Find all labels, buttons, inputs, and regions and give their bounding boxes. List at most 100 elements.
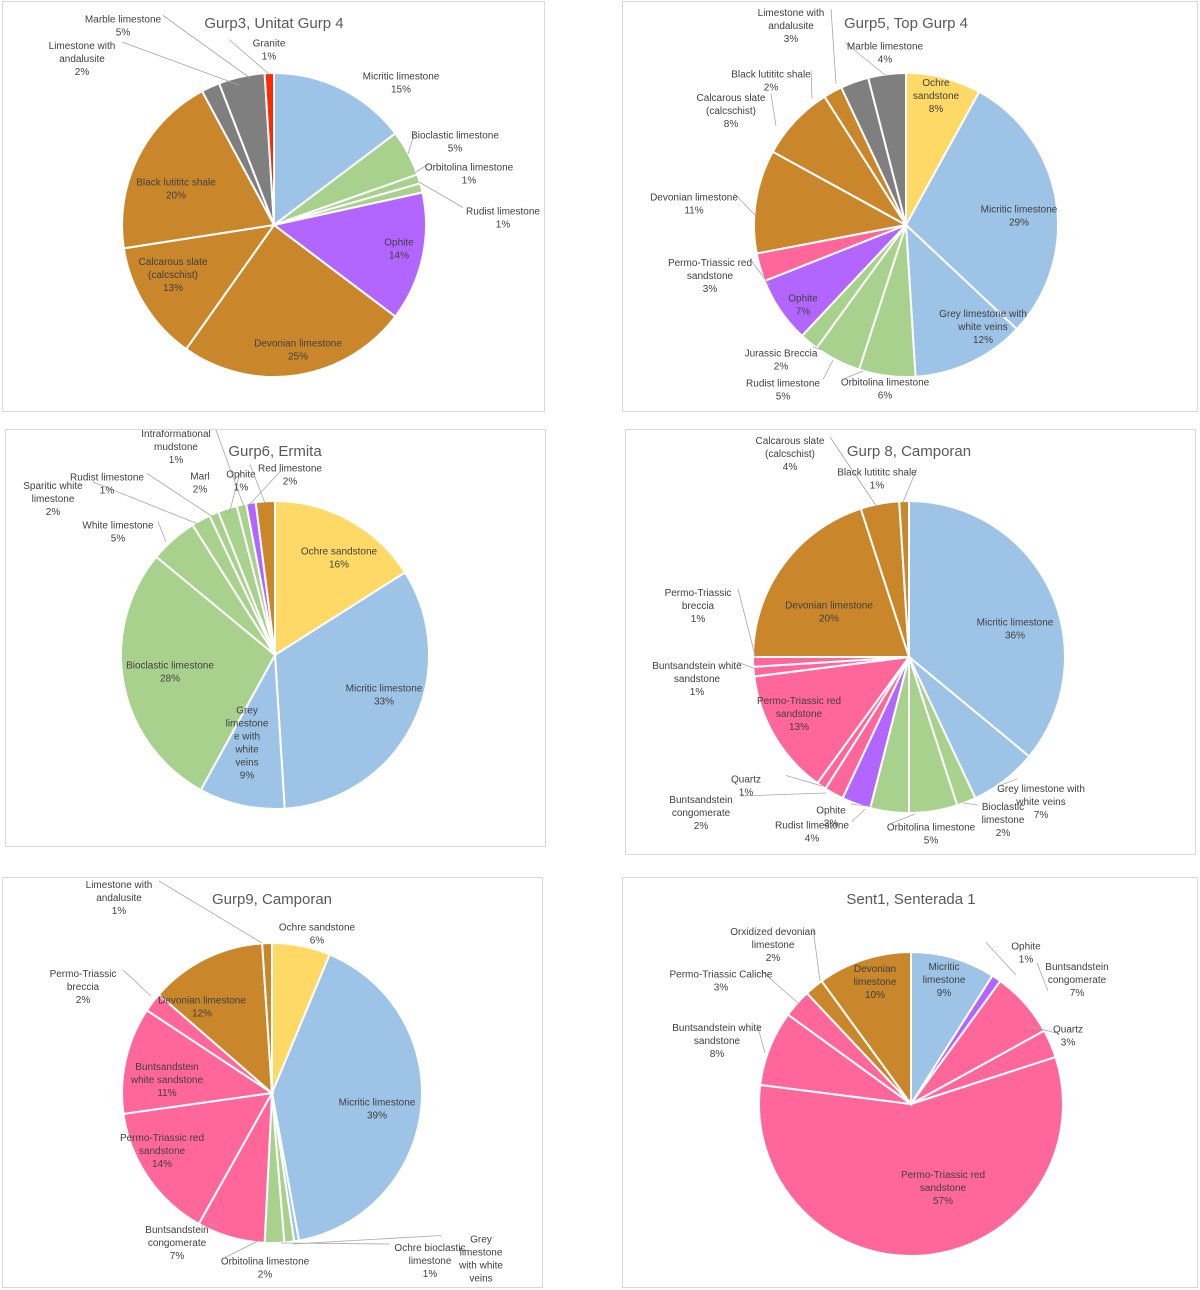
leader-line: [280, 1242, 391, 1245]
slice-label: Permo-Triassic Caliche 3%: [670, 970, 773, 994]
pie-slice: [904, 90, 1059, 331]
slice-label: Orxidized devonian limestone 2%: [730, 927, 816, 964]
pie-slice: [273, 571, 430, 810]
slice-label: Grey limestone with white veins 12%: [939, 309, 1027, 346]
slice-label: Permo-Triassic breccia 1%: [665, 588, 732, 625]
leader-line: [760, 970, 799, 1004]
slice-label: Buntsandstein white sandstone 11%: [130, 1062, 204, 1099]
slice-label: Ochre sandstone 16%: [301, 547, 378, 571]
leader-line: [770, 93, 777, 127]
leader-line: [756, 1023, 766, 1054]
slice-label: Devonian limestone 11%: [650, 193, 738, 217]
slice-label: Limestone with andalusite 1%: [86, 880, 153, 917]
slice-label: Bioclastic limestone 5%: [411, 131, 499, 155]
slice-label: Ochre sandstone 8%: [913, 78, 960, 115]
slice-label: Buntsandstein congomerate 7%: [1045, 962, 1108, 999]
leader-line: [122, 969, 152, 997]
pie-slice: [908, 499, 1066, 758]
slice-label: Micritic limestone 29%: [981, 205, 1058, 229]
slice-label: Rudist limestone 4%: [775, 821, 849, 845]
slice-label: Limestone with andalusite 2%: [49, 41, 116, 78]
slice-label: Micritic limestone 15%: [363, 72, 440, 96]
leader-line: [749, 258, 771, 287]
slice-label: Micritic limestone 9%: [923, 962, 966, 999]
slice-label: Bioclastic limestone 28%: [126, 661, 214, 685]
slice-label: Orbitolina limestone 2%: [221, 1257, 310, 1281]
pie-slice: [898, 499, 910, 658]
slice-label: Grey limestone with white veins 7%: [997, 784, 1085, 821]
pie-slice: [263, 71, 275, 226]
pie-slice: [199, 651, 286, 811]
chart-panel-gurp9: Gurp9, Camporan Ochre sandstone 6% Micritic…: [2, 877, 543, 1288]
leader-line: [830, 8, 837, 85]
slice-label: Calcarous slate (calcschist) 8%: [697, 93, 766, 130]
slice-label: Permo-Triassic red sandstone 13%: [757, 696, 841, 733]
chart-title: Gurp5, Top Gurp 4: [844, 15, 968, 32]
leader-line: [1000, 778, 1018, 786]
slice-label: Buntsandstein white sandstone 8%: [672, 1023, 762, 1060]
pie-slice: [904, 222, 1019, 378]
chart-title: Gurp9, Camporan: [212, 891, 332, 908]
leader-line: [850, 803, 872, 807]
leader-line: [785, 775, 823, 787]
pie-chart-gurp3: Gurp3, Unitat Gurp 4 Micritic limestone 15…: [49, 15, 540, 378]
slice-label: Black lutititc shale 20%: [136, 178, 216, 202]
slice-label: Ophite 3%: [816, 806, 846, 830]
leader-line: [985, 942, 1017, 976]
leader-line: [812, 346, 822, 350]
chart-panel-gurp6: Gurp6, Ermita Ochre sandstone 16% Micritic …: [5, 429, 546, 847]
pie-slice: [758, 1055, 1064, 1258]
leader-line: [292, 1235, 442, 1245]
pie-slice: [157, 942, 274, 1096]
slice-label: Marble limestone 4%: [847, 42, 924, 66]
leader-line: [737, 588, 757, 660]
leader-line: [844, 42, 886, 76]
leader-line: [902, 468, 918, 503]
leader-line: [829, 436, 878, 508]
slice-label: Marl 2%: [190, 472, 209, 496]
chart-panel-gurp3: Gurp3, Unitat Gurp 4 Micritic limestone 15…: [2, 1, 545, 412]
slice-label: Buntsandstein congomerate 7%: [145, 1225, 208, 1262]
leader-line: [215, 430, 245, 508]
leader-line: [224, 1240, 259, 1258]
slice-label: Devonian limestone 20%: [785, 601, 873, 625]
slice-label: Buntsandstein congomerate 2%: [669, 795, 732, 832]
slice-label: Grey limestone with white veins: [458, 1235, 503, 1285]
chart-title: Gurp3, Unitat Gurp 4: [204, 15, 343, 32]
pie-slice: [122, 1091, 274, 1226]
pie-chart-gurp5: Gurp5, Top Gurp 4 Ochre sandstone 8% Micriti…: [650, 8, 1059, 403]
pie-slice: [121, 1008, 275, 1116]
chart-panel-gurp5: Gurp5, Top Gurp 4 Ochre sandstone 8% Micriti…: [622, 1, 1198, 412]
slice-label: Calcarous slate (calcschist) 13%: [139, 257, 208, 294]
slice-label: Micritic limestone 39%: [339, 1098, 416, 1122]
pie-chart-gurp9: Gurp9, Camporan Ochre sandstone 6% Micritic…: [50, 880, 504, 1285]
slice-label: Ochre sandstone 6%: [279, 923, 356, 947]
chart-panel-sent1: Sent1, Senterada 1 Micritic limestone 9% Oph…: [622, 877, 1198, 1288]
slice-label: Bioclastic limestone 2%: [982, 802, 1025, 839]
slice-label: Rudist limestone 5%: [746, 379, 820, 403]
slice-label: White limestone 5%: [82, 521, 154, 545]
pie-slice: [270, 953, 423, 1242]
pie-chart-gurp6: Gurp6, Ermita Ochre sandstone 16% Micritic …: [23, 430, 430, 811]
slice-label: Permo-Triassic red sandstone 57%: [901, 1170, 985, 1207]
slice-label: Red limestone 2%: [258, 464, 322, 488]
pie-slice: [274, 499, 407, 657]
leader-line: [1036, 962, 1049, 992]
leader-line: [158, 880, 263, 944]
slice-label: Rudist limestone 1%: [466, 207, 540, 231]
slice-label: Grey limestone e with white veins 9%: [226, 706, 269, 782]
leader-line: [733, 193, 757, 217]
slice-label: Intraformational mudstone 1%: [141, 430, 210, 466]
leader-line: [157, 521, 167, 543]
pie-slice: [751, 507, 911, 658]
slice-label: Black lutititc shale 2%: [731, 70, 811, 94]
slice-label: Permo-Triassic red sandstone 14%: [120, 1133, 204, 1170]
pie-slice: [273, 71, 397, 228]
slice-label: Calcarous slate (calcschist) 4%: [756, 436, 825, 473]
pie-slice: [271, 191, 427, 319]
slice-label: Devonian limestone 25%: [254, 339, 342, 363]
slice-label: Orbitolina limestone 1%: [425, 163, 514, 187]
slice-label: Permo-Triassic breccia 2%: [50, 969, 117, 1006]
leader-line: [962, 802, 979, 806]
leader-line: [812, 927, 821, 982]
